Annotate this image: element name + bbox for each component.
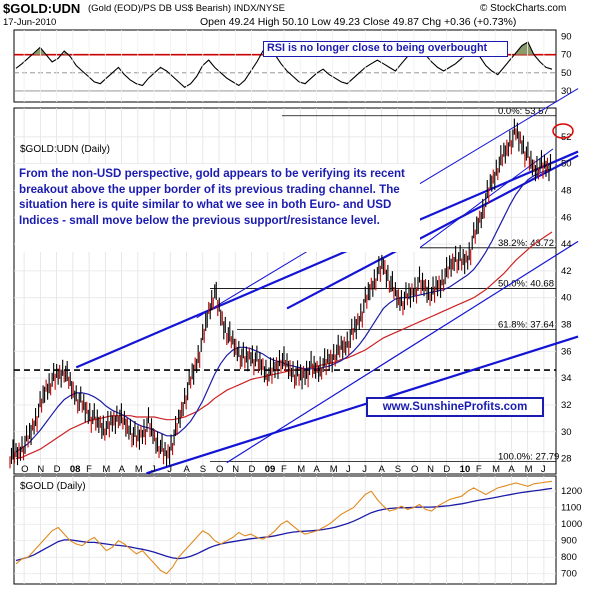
gold-tick-label: 800 xyxy=(561,552,577,563)
x-tick-label: M xyxy=(525,464,533,475)
x-tick-label: A xyxy=(378,464,385,475)
x-tick-label: O xyxy=(216,464,223,475)
x-tick-label: M xyxy=(297,464,305,475)
price-tick-label: 28 xyxy=(561,454,572,465)
chart-title: $GOLD:UDN xyxy=(3,1,81,16)
price-tick-label: 50 xyxy=(561,159,572,170)
x-tick-label: A xyxy=(508,464,515,475)
x-tick-label: F xyxy=(476,464,482,475)
x-tick-label: D xyxy=(249,464,256,475)
x-tick-label: D xyxy=(54,464,61,475)
x-tick-label: J xyxy=(346,464,351,475)
x-tick-label: S xyxy=(200,464,206,475)
fib-level-label: 0.0%: 53.57 xyxy=(498,106,549,117)
gold-price-line xyxy=(15,480,553,575)
x-tick-label: O xyxy=(411,464,418,475)
x-tick-label: M xyxy=(135,464,143,475)
x-tick-label: 09 xyxy=(265,464,276,475)
lower-channel-line xyxy=(146,335,579,475)
rsi-tick-label: 50 xyxy=(561,68,572,79)
rsi-tick-label: 70 xyxy=(561,50,572,61)
fib-level-label: 61.8%: 37.64 xyxy=(498,319,554,330)
x-tick-label: 08 xyxy=(70,464,81,475)
gold-tick-label: 1200 xyxy=(561,486,582,497)
fib-level-label: 38.2%: 43.72 xyxy=(498,238,554,249)
gold-moving-average-line xyxy=(15,487,553,562)
rsi-tick-label: 90 xyxy=(561,32,572,43)
x-tick-label: F xyxy=(86,464,92,475)
stockcharts-logo: © StockCharts.com xyxy=(480,3,567,14)
gold-tick-label: 900 xyxy=(561,536,577,547)
ohlc-summary: Open 49.24 High 50.10 Low 49.23 Close 49… xyxy=(200,16,517,28)
x-tick-label: S xyxy=(395,464,401,475)
x-tick-label: M xyxy=(102,464,110,475)
x-tick-label: N xyxy=(37,464,44,475)
rsi-tick-label: 30 xyxy=(561,86,572,97)
gold-panel-frame xyxy=(13,475,557,585)
gold-panel-title: $GOLD (Daily) xyxy=(20,481,86,492)
fib-level-label: 100.0%: 27.79 xyxy=(498,451,559,462)
gold-tick-label: 700 xyxy=(561,569,577,580)
x-tick-label: A xyxy=(119,464,126,475)
rsi-note: RSI is no longer close to being overboug… xyxy=(263,41,508,57)
x-tick-label: J xyxy=(151,464,156,475)
support-trend-line xyxy=(226,240,579,464)
x-tick-label: N xyxy=(427,464,434,475)
chart-subtitle: (Gold (EOD)/PS DB US$ Bearish) INDX/NYSE xyxy=(88,3,285,14)
gold-panel: 1200 1100 1000 900 800 700 $GOLD (Daily) xyxy=(13,475,582,585)
gold-tick-label: 1100 xyxy=(561,503,581,514)
price-tick-label: 32 xyxy=(561,400,572,411)
x-tick-label: M xyxy=(492,464,500,475)
price-tick-label: 42 xyxy=(561,266,572,277)
x-tick-label: A xyxy=(184,464,191,475)
price-tick-label: 40 xyxy=(561,293,572,304)
price-tick-label: 34 xyxy=(561,373,572,384)
highlight-circle xyxy=(552,123,574,139)
x-tick-label: 10 xyxy=(460,464,471,475)
price-tick-label: 36 xyxy=(561,346,572,357)
price-tick-label: 38 xyxy=(561,320,572,331)
moving-average-long-line xyxy=(15,231,553,460)
x-tick-label: A xyxy=(313,464,320,475)
price-tick-label: 30 xyxy=(561,427,572,438)
x-tick-label: M xyxy=(330,464,338,475)
fib-level-label: 50.0%: 40.68 xyxy=(498,279,554,290)
inner-upper-channel-line xyxy=(286,154,579,310)
x-tick-label: O xyxy=(21,464,28,475)
x-tick-label: N xyxy=(232,464,239,475)
website-label[interactable]: www.SunshineProfits.com xyxy=(366,397,544,417)
x-tick-label: F xyxy=(281,464,287,475)
x-tick-label: J xyxy=(362,464,367,475)
x-tick-label: D xyxy=(443,464,450,475)
price-tick-label: 48 xyxy=(561,185,572,196)
x-tick-label: J xyxy=(167,464,172,475)
annotation-box: From the non-USD perspective, gold appea… xyxy=(15,164,420,252)
chart-date: 17-Jun-2010 xyxy=(3,17,57,28)
x-tick-label: J xyxy=(541,464,546,475)
price-tick-label: 46 xyxy=(561,212,572,223)
price-panel-title: $GOLD:UDN (Daily) xyxy=(20,144,110,155)
gold-tick-label: 1000 xyxy=(561,519,582,530)
price-tick-label: 44 xyxy=(561,239,572,250)
